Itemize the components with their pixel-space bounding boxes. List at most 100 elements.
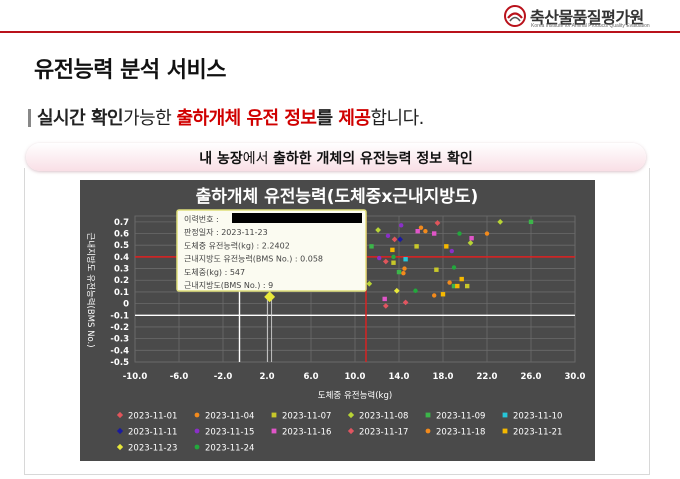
legend-label: 2023-11-16 [282, 428, 331, 438]
logo[interactable]: 축산물품질평가원 Korea Institute for Animal Prod… [504, 2, 674, 30]
data-point [432, 231, 437, 236]
tooltip-box [176, 209, 367, 292]
x-tick-label: -2.0 [214, 372, 233, 382]
logo-name: 축산물품질평가원 [530, 8, 644, 27]
subtitle: 실시간 확인가능한 출하개체 유전 정보를 제공합니다. [37, 104, 424, 130]
legend-marker [194, 444, 200, 450]
legend-label: 2023-11-24 [205, 444, 254, 454]
page-title: 유전능력 분석 서비스 [34, 58, 226, 83]
logo-subtitle: Korea Institute for Animal Products Qual… [531, 23, 650, 29]
data-point [432, 293, 437, 298]
subtitle-text-2: 를 [316, 108, 339, 129]
data-point [391, 260, 396, 265]
y-tick-label: 0 [123, 300, 129, 310]
x-tick-label: 6.0 [303, 372, 318, 382]
legend-marker [194, 428, 200, 434]
data-point [423, 228, 428, 234]
banner-text: 내 농장에서 출하한 개체의 유전능력 정보 확인 [26, 148, 646, 168]
subtitle-emph-2: 출하개체 유전 정보 [176, 108, 317, 129]
data-point [390, 247, 395, 253]
legend-label: 2023-11-21 [513, 428, 562, 438]
section-banner: 내 농장에서 출하한 개체의 유전능력 정보 확인 [26, 143, 646, 171]
legend-marker [271, 428, 277, 434]
x-tick-labels: -10.0 -6.0 -2.0 2.0 6.0 10.0 14.0 18.0 22.0 26.0 3… [123, 372, 586, 382]
data-point [382, 258, 389, 265]
legend-label: 2023-11-09 [436, 412, 485, 422]
y-tick-label: -0.2 [110, 323, 129, 333]
legend-marker [116, 411, 124, 419]
subtitle-bullet [28, 109, 31, 127]
tooltip-line: 근내지방도(BMS No.) : 9 [184, 280, 273, 290]
legend-marker [347, 411, 355, 419]
x-tick-label: 10.0 [345, 372, 366, 382]
y-axis-label: 근내지방도 유전능력(BMS No.) [85, 232, 96, 347]
data-point [403, 257, 408, 262]
legend-marker [425, 412, 431, 418]
x-tick-label: 26.0 [521, 372, 542, 382]
legend-marker [425, 428, 431, 434]
data-point [465, 283, 470, 289]
data-point [402, 299, 409, 306]
legend-label: 2023-11-04 [205, 412, 254, 422]
y-tick-label: 0.3 [114, 265, 129, 275]
y-tick-label: -0.5 [110, 358, 129, 368]
data-point [414, 244, 419, 249]
legend-label: 2023-11-08 [359, 412, 408, 422]
data-point [455, 283, 460, 289]
tooltip-line: 이력번호 : [184, 214, 219, 224]
legend-label: 2023-11-01 [128, 412, 177, 422]
tooltip-line: 도체중(kg) : 547 [184, 267, 245, 277]
legend-label: 2023-11-15 [205, 428, 254, 438]
subtitle-emph-3: 제공 [338, 108, 371, 129]
data-point [413, 288, 418, 293]
y-tick-label: -0.4 [110, 346, 129, 356]
data-point [396, 269, 402, 275]
scatter-chart: 출하개체 유전능력(도체중x근내지방도) 0.70.60.50.40.30.20… [80, 180, 595, 461]
legend-label: 2023-11-07 [282, 412, 331, 422]
x-tick-label: -10.0 [123, 372, 148, 382]
data-point [459, 276, 464, 282]
subtitle-emph-1: 실시간 확인 [37, 108, 124, 129]
y-tick-label: 0.2 [114, 276, 129, 286]
tooltip-lines: 이력번호 : 판정일자 : 2023-11-23 도체중 유전능력(kg) : 2… [184, 214, 323, 290]
subtitle-text-3: 합니다. [370, 108, 424, 129]
x-tick-label: 18.0 [433, 372, 454, 382]
kape-logo-icon [504, 5, 526, 27]
data-point [375, 227, 381, 233]
data-point [440, 292, 446, 297]
data-point [382, 296, 387, 302]
data-point [469, 235, 474, 241]
legend-marker [116, 427, 124, 435]
data-point [447, 280, 452, 285]
legend-marker [502, 412, 508, 418]
data-point [497, 218, 504, 225]
y-tick-label: 0.4 [114, 253, 129, 263]
legend-marker [271, 412, 277, 418]
data-point [399, 223, 404, 228]
data-point [402, 266, 407, 271]
x-tick-label: 30.0 [565, 372, 586, 382]
y-tick-labels: 0.7 0.60.5 0.4 0.30.2 0.1 0-0.1 -0.2 -0.3-0.4 -0… [110, 218, 129, 368]
banner-emph-2: 출하한 개체의 유전능력 정보 확인 [272, 151, 473, 167]
tooltip-line: 판정일자 : 2023-11-23 [184, 227, 268, 237]
legend-label: 2023-11-23 [128, 444, 177, 454]
legend-label: 2023-11-11 [128, 428, 177, 438]
chart-title: 출하개체 유전능력(도체중x근내지방도) [196, 187, 479, 207]
y-tick-label: -0.1 [110, 311, 129, 321]
y-tick-label: -0.3 [110, 335, 129, 345]
banner-text-1: 에서 [242, 151, 273, 167]
data-point [377, 255, 382, 261]
data-point [444, 244, 449, 249]
data-point [451, 283, 457, 289]
x-tick-label: 2.0 [259, 372, 274, 382]
data-point [434, 267, 439, 272]
data-point [391, 254, 396, 260]
point-tooltip: 이력번호 : 판정일자 : 2023-11-23 도체중 유전능력(kg) : 2… [176, 209, 367, 292]
data-point [369, 244, 374, 249]
data-point [528, 219, 534, 225]
data-point [415, 228, 420, 234]
legend-label: 2023-11-18 [436, 428, 485, 438]
x-tick-label: -6.0 [170, 372, 189, 382]
x-tick-label: 14.0 [389, 372, 410, 382]
tooltip-redaction [232, 213, 362, 223]
